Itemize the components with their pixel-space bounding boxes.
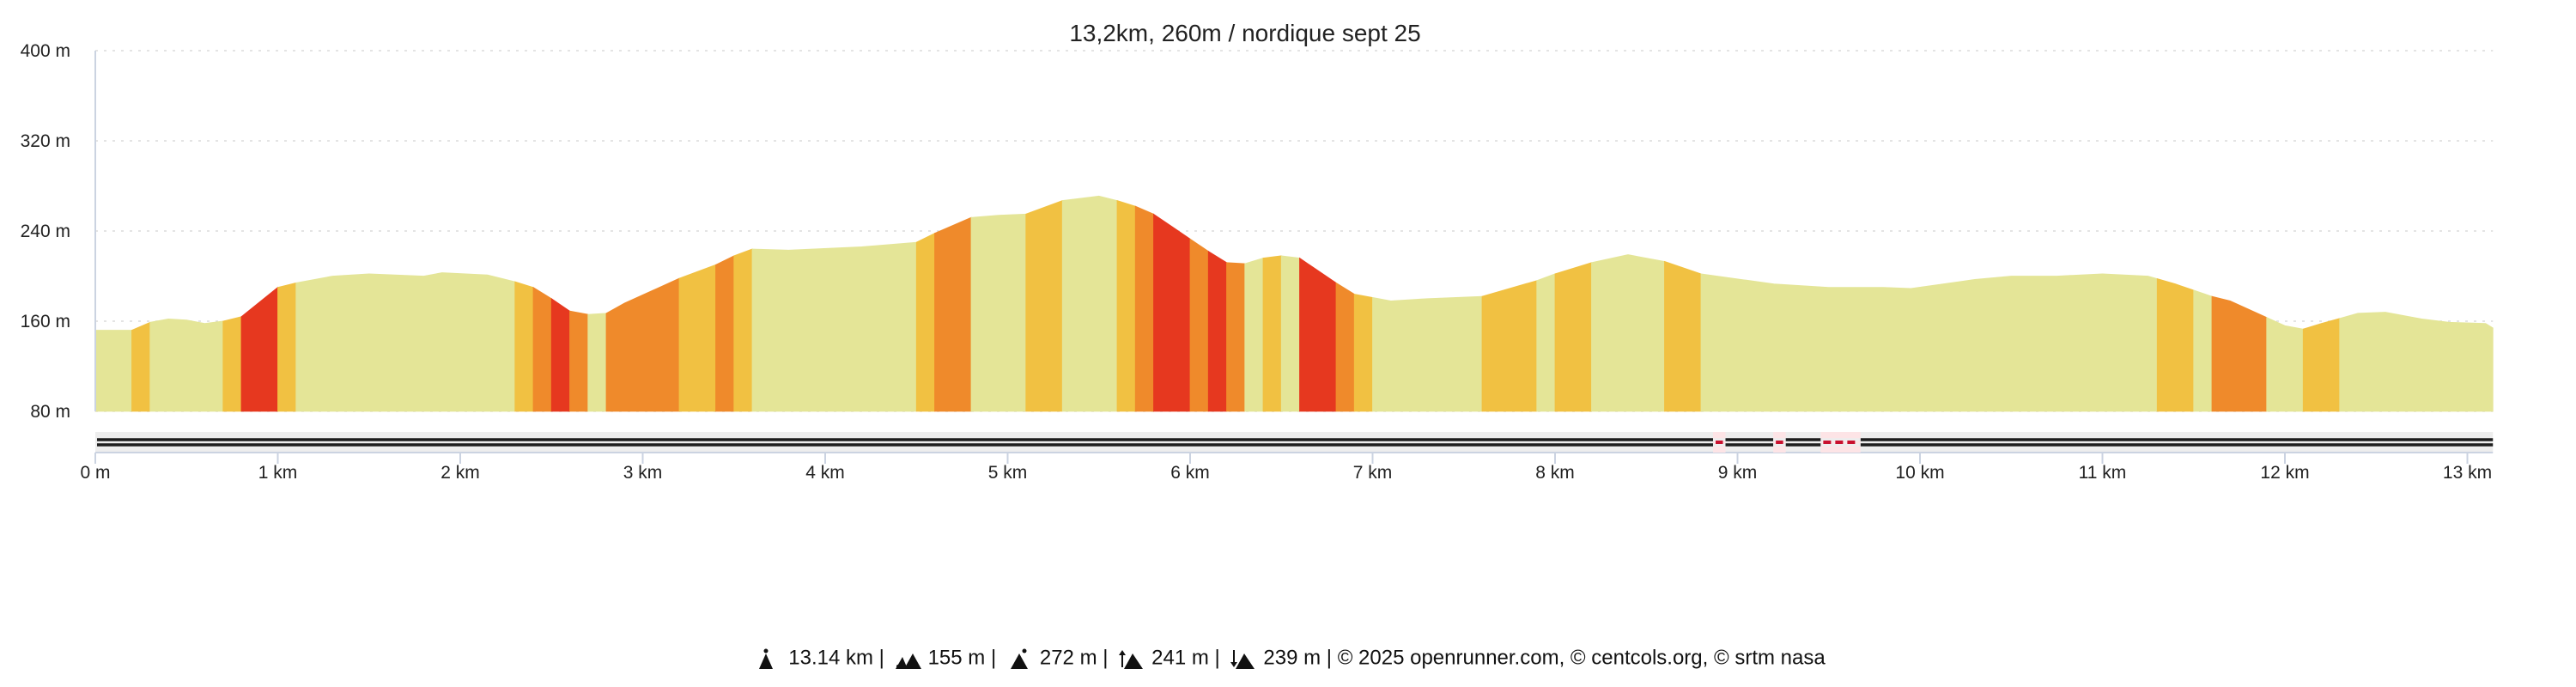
x-tick-label: 9 km — [1718, 463, 1758, 483]
slope-segment-very-steep — [240, 286, 278, 412]
ascent-icon — [1119, 649, 1144, 669]
slope-segment-very-steep — [1153, 213, 1191, 412]
slope-segment-moderate — [1116, 200, 1136, 412]
slope-segment-moderate — [514, 281, 534, 412]
x-tick-label: 11 km — [2079, 463, 2127, 483]
slope-segment-moderate — [1262, 255, 1282, 412]
slope-segment-steep — [715, 255, 735, 412]
stat-distance: 13.14 km — [788, 646, 873, 670]
slope-segment-flat — [970, 213, 1027, 412]
y-tick-label: 400 m — [21, 41, 70, 61]
slope-segment-very-steep — [1299, 257, 1337, 412]
separator: | — [873, 646, 890, 670]
slope-segment-flat — [1244, 257, 1264, 412]
y-tick-label: 160 m — [21, 312, 70, 331]
slope-segment-flat — [587, 313, 607, 412]
route-stats: 13.14 km | 155 m | 272 m | 241 m | 239 m… — [0, 646, 2576, 671]
max-altitude-icon — [1010, 648, 1028, 669]
slope-segment-flat — [1061, 195, 1118, 412]
slope-segment-moderate — [2156, 278, 2195, 412]
slope-segment-moderate — [2302, 318, 2341, 412]
stat-ascent: 241 m — [1151, 646, 1209, 670]
stat-max-altitude: 272 m — [1039, 646, 1097, 670]
slope-segment-moderate — [277, 282, 297, 412]
x-tick-label: 3 km — [623, 463, 663, 483]
surface-track — [95, 432, 2494, 453]
x-tick-label: 1 km — [258, 463, 298, 483]
slope-segment-moderate — [678, 264, 716, 412]
slope-segment-flat — [1700, 273, 2158, 412]
x-tick-label: 5 km — [988, 463, 1028, 483]
slope-segment-flat — [2193, 289, 2213, 412]
chart-title: 13,2km, 260m / nordique sept 25 — [1069, 20, 1420, 46]
slope-segment-moderate — [131, 321, 151, 412]
slope-segment-flat — [1536, 273, 1556, 412]
y-tick-label: 240 m — [21, 222, 70, 241]
slope-segment-flat — [751, 241, 917, 412]
slope-segment-steep — [1226, 262, 1246, 412]
y-tick-label: 80 m — [30, 402, 70, 422]
slope-segment-steep — [1335, 282, 1355, 412]
y-tick-label: 320 m — [21, 131, 70, 151]
separator: | — [985, 646, 1002, 670]
x-tick-label: 12 km — [2260, 463, 2309, 483]
slope-segment-steep — [605, 277, 680, 412]
x-tick-label: 13 km — [2443, 463, 2492, 483]
slope-segment-moderate — [733, 248, 753, 412]
slope-segment-steep — [532, 286, 552, 412]
slope-segment-moderate — [915, 232, 935, 412]
x-tick-label: 0 m — [80, 463, 110, 483]
slope-segment-moderate — [1353, 294, 1373, 412]
slope-segment-flat — [149, 318, 224, 412]
slope-segment-flat — [1591, 254, 1665, 412]
slope-segment-flat — [295, 272, 516, 412]
track-background — [95, 432, 2494, 453]
min-altitude-icon — [895, 653, 921, 669]
x-tick-label: 10 km — [1895, 463, 1944, 483]
slope-segment-flat — [1280, 255, 1300, 412]
slope-segment-steep — [1189, 238, 1209, 412]
x-tick-label: 6 km — [1170, 463, 1210, 483]
descent-icon — [1230, 649, 1255, 669]
slope-segment-steep — [934, 216, 972, 412]
stat-descent: 239 m — [1263, 646, 1321, 670]
slope-segment-moderate — [1481, 280, 1538, 412]
x-tick-label: 8 km — [1535, 463, 1575, 483]
x-tick-label: 2 km — [440, 463, 480, 483]
slope-segment-moderate — [1554, 262, 1592, 412]
slope-segment-flat — [1372, 295, 1483, 412]
separator: | — [1321, 646, 1338, 670]
slope-segment-flat — [94, 330, 132, 412]
slope-segment-steep — [2211, 295, 2268, 412]
slope-segment-moderate — [222, 316, 242, 412]
slope-segment-very-steep — [1207, 250, 1227, 412]
credits: © 2025 openrunner.com, © centcols.org, ©… — [1337, 646, 1826, 670]
slope-segment-steep — [569, 310, 589, 412]
x-tick-label: 7 km — [1353, 463, 1393, 483]
slope-segment-moderate — [1664, 260, 1702, 412]
x-tick-label: 4 km — [805, 463, 845, 483]
slope-segment-flat — [2339, 312, 2494, 412]
slope-segment-steep — [1134, 205, 1154, 412]
slope-segment-very-steep — [550, 297, 570, 412]
slope-segment-moderate — [1025, 199, 1063, 412]
distance-icon — [759, 648, 774, 669]
stat-min-altitude: 155 m — [927, 646, 986, 670]
slope-segment-flat — [2266, 317, 2304, 412]
separator: | — [1208, 646, 1226, 670]
separator: | — [1097, 646, 1115, 670]
